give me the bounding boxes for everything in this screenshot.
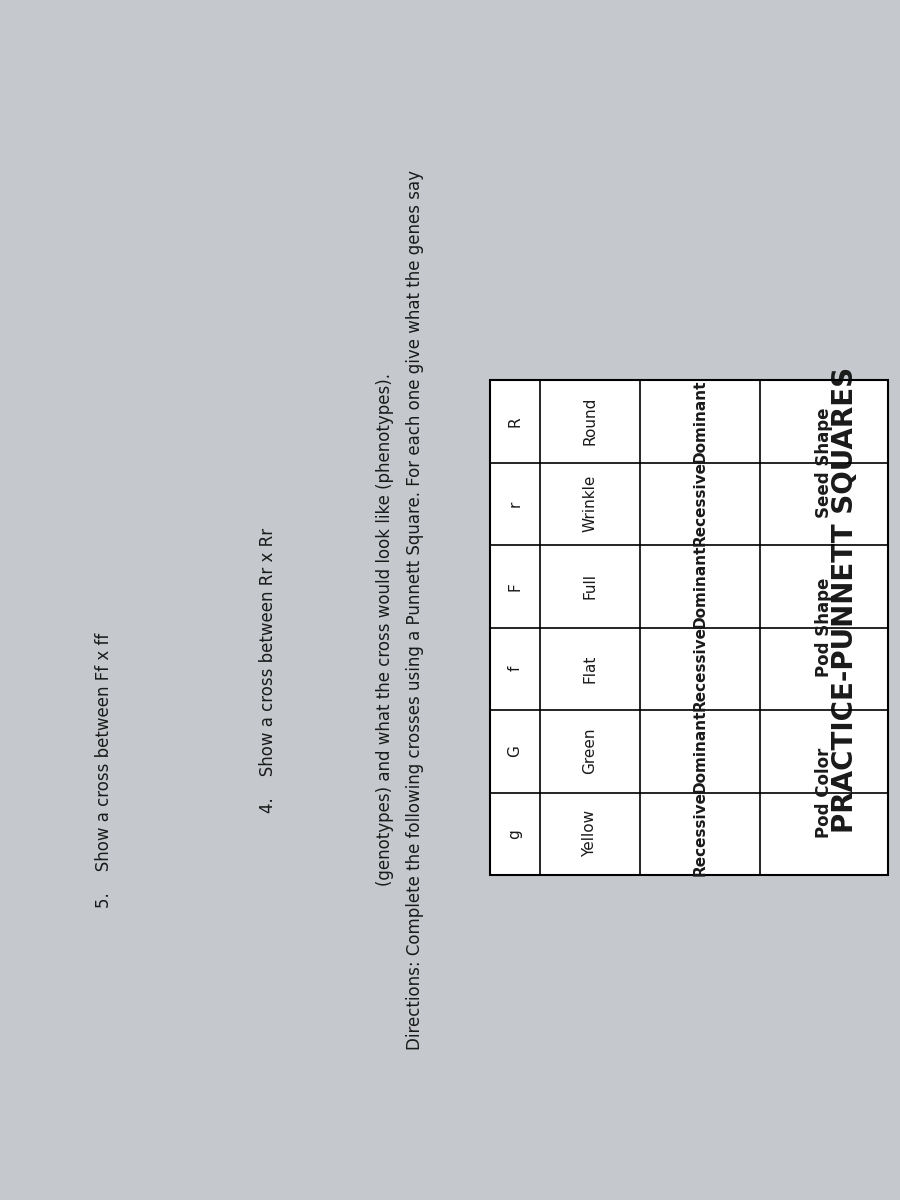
Text: Directions: Complete the following crosses using a Punnett Square. For each one : Directions: Complete the following cross… <box>406 170 424 1050</box>
Bar <box>490 380 888 875</box>
Text: r: r <box>508 500 523 506</box>
Text: Yellow: Yellow <box>582 810 598 857</box>
Text: Dominant: Dominant <box>692 379 707 463</box>
Text: f: f <box>508 666 523 672</box>
Text: Flat: Flat <box>582 654 598 683</box>
Text: Round: Round <box>582 397 598 445</box>
Text: 5.    Show a cross between Ff x ff: 5. Show a cross between Ff x ff <box>95 632 113 907</box>
Text: Dominant: Dominant <box>692 709 707 793</box>
Text: Seed Shape: Seed Shape <box>815 407 833 517</box>
Text: 4.    Show a cross between Rr x Rr: 4. Show a cross between Rr x Rr <box>259 528 277 812</box>
Text: PRACTICE-PUNNETT SQUARES: PRACTICE-PUNNETT SQUARES <box>831 367 859 833</box>
Text: G: G <box>508 745 523 757</box>
Text: Recessive: Recessive <box>692 791 707 876</box>
Text: Full: Full <box>582 574 598 599</box>
Text: (genotypes) and what the cross would look like (phenotypes).: (genotypes) and what the cross would loo… <box>376 373 394 887</box>
Text: Recessive: Recessive <box>692 626 707 712</box>
Text: Pod Color: Pod Color <box>815 748 833 838</box>
Text: Recessive: Recessive <box>692 461 707 546</box>
Text: g: g <box>508 829 523 839</box>
Text: Dominant: Dominant <box>692 545 707 628</box>
Text: Pod Shape: Pod Shape <box>815 578 833 677</box>
Text: Green: Green <box>582 728 598 774</box>
Text: F: F <box>508 582 523 590</box>
Text: R: R <box>508 416 523 426</box>
Text: Wrinkle: Wrinkle <box>582 475 598 533</box>
